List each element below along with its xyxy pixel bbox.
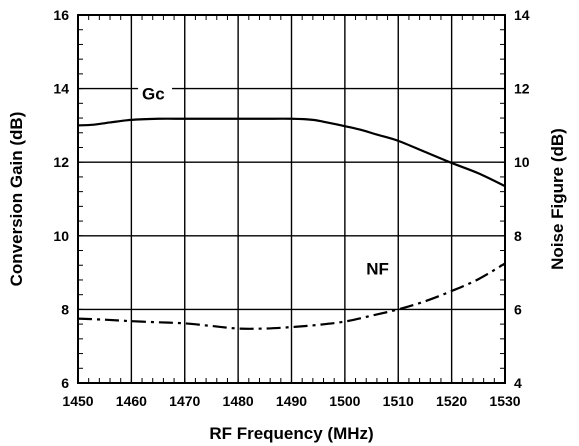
series-lines [77, 117, 506, 330]
y-right-tick-label: 14 [514, 7, 530, 23]
x-tick-label: 1510 [383, 393, 414, 409]
series-label-nf: NF [366, 259, 389, 278]
y-right-tick-label: 12 [514, 81, 530, 97]
y-axis-left-title: Conversion Gain (dB) [7, 112, 26, 287]
y-right-tick-labels: 4 6 8 10 12 14 [514, 7, 530, 391]
y-left-tick-labels: 6 8 10 12 14 16 [53, 7, 69, 391]
x-tick-label: 1490 [276, 393, 307, 409]
plot-frame [77, 14, 506, 384]
y-right-tick-label: 4 [514, 375, 522, 391]
y-right-tick-label: 8 [514, 228, 522, 244]
series-label-gc: Gc [142, 85, 165, 104]
y-left-tick-label: 16 [53, 7, 69, 23]
y-left-tick-label: 8 [61, 301, 69, 317]
x-tick-label: 1450 [62, 393, 93, 409]
x-tick-label: 1470 [169, 393, 200, 409]
x-tick-labels: 1450 1460 1470 1480 1490 1500 1510 1520 1530 [62, 393, 520, 409]
y-right-tick-label: 10 [514, 154, 530, 170]
x-tick-label: 1530 [489, 393, 520, 409]
y-left-tick-label: 12 [53, 154, 69, 170]
y-right-tick-label: 6 [514, 301, 522, 317]
label-backdrop [138, 82, 173, 105]
y-left-tick-label: 10 [53, 228, 69, 244]
y-axis-right-title: Noise Figure (dB) [548, 128, 567, 270]
x-tick-label: 1480 [223, 393, 254, 409]
series-line-nf [77, 262, 506, 330]
x-tick-label: 1520 [436, 393, 467, 409]
y-left-tick-label: 14 [53, 81, 69, 97]
x-tick-label: 1500 [329, 393, 360, 409]
series-annotations: Gc NF [138, 82, 397, 280]
x-axis-title: RF Frequency (MHz) [209, 424, 373, 443]
series-line-gc [77, 117, 506, 188]
y-left-tick-label: 6 [61, 375, 69, 391]
label-backdrop [362, 257, 397, 280]
x-tick-label: 1460 [116, 393, 147, 409]
